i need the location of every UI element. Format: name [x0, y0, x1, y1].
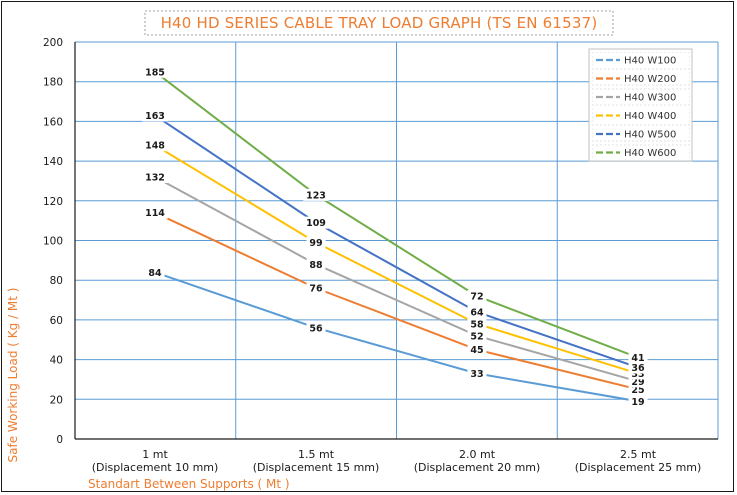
data-label-bg — [142, 206, 168, 219]
x-tick-sublabel: (Displacement 25 mm) — [575, 461, 702, 474]
legend-label: H40 W600 — [624, 148, 676, 159]
data-label: 41 — [631, 353, 644, 364]
legend-item-bg — [593, 53, 689, 66]
data-label-bg — [303, 216, 329, 229]
x-tick-label: 2.0 mt — [459, 448, 496, 461]
y-tick-label: 140 — [43, 156, 63, 168]
data-label-bg — [467, 329, 487, 342]
data-label: 45 — [470, 345, 483, 356]
chart-legend: H40 W100 H40 W200 H40 W300 H40 W400 H40 W500… — [588, 48, 693, 162]
x-tick-sublabel: (Displacement 15 mm) — [253, 461, 380, 474]
data-label: 148 — [145, 141, 165, 152]
data-label-bg — [306, 282, 326, 295]
data-label: 84 — [148, 268, 162, 279]
data-label: 99 — [309, 238, 322, 249]
y-tick-label: 180 — [43, 77, 63, 89]
data-labels: 84 56 33 19 114 76 45 25 132 88 52 29 148 99 58 33 163 10… — [142, 65, 648, 408]
data-label: 132 — [145, 172, 165, 183]
y-tick-label: 100 — [43, 236, 63, 248]
legend-label: H40 W100 — [624, 56, 676, 67]
y-tick-label: 200 — [43, 37, 63, 49]
y-tick-label: 120 — [43, 196, 63, 208]
series-line — [154, 70, 639, 359]
data-label: 185 — [145, 67, 165, 78]
data-label-bg — [306, 258, 326, 271]
y-tick-label: 20 — [50, 394, 63, 406]
legend-item-bg — [593, 71, 689, 85]
legend-label: H40 W200 — [624, 74, 676, 85]
data-label-bg — [628, 395, 648, 408]
y-axis-title: Safe Working Load ( Kg / Mt ) — [6, 288, 20, 463]
data-label-bg — [142, 65, 168, 78]
data-label: 33 — [470, 369, 483, 380]
data-label-bg — [467, 290, 487, 303]
chart-axes — [74, 42, 718, 440]
y-tick-label: 0 — [56, 434, 63, 446]
data-label: 29 — [631, 377, 644, 388]
chart-title-box — [144, 10, 614, 36]
data-label: 123 — [306, 190, 326, 201]
data-label-bg — [467, 305, 487, 318]
x-tick-sublabel: (Displacement 20 mm) — [414, 461, 541, 474]
data-label-bg — [142, 170, 168, 183]
data-label: 33 — [631, 369, 644, 380]
data-label-bg — [467, 367, 487, 380]
series-line — [154, 211, 639, 391]
data-label-bg — [303, 188, 329, 201]
data-label: 64 — [470, 307, 484, 318]
data-label: 58 — [470, 319, 484, 330]
legend-label: H40 W500 — [624, 130, 676, 141]
y-tick-label: 60 — [50, 315, 63, 327]
x-axis-title: Standart Between Supports ( Mt ) — [88, 477, 290, 491]
data-label-bg — [467, 317, 487, 330]
legend-item-bg — [593, 90, 689, 103]
y-tick-label: 80 — [50, 275, 63, 287]
data-label: 114 — [145, 208, 165, 219]
legend-label: H40 W300 — [624, 93, 676, 104]
legend-item-bg — [593, 145, 689, 159]
y-tick-label: 160 — [43, 116, 63, 128]
x-axis-ticks: 1 mt(Displacement 10 mm)1.5 mt(Displacem… — [92, 448, 702, 474]
data-label: 36 — [631, 363, 645, 374]
data-label: 109 — [306, 218, 326, 229]
data-label: 19 — [631, 397, 644, 408]
data-label-bg — [142, 139, 168, 152]
y-tick-label: 40 — [50, 355, 63, 367]
data-label-bg — [142, 109, 168, 122]
chart-title: H40 HD SERIES CABLE TRAY LOAD GRAPH (TS … — [161, 14, 598, 32]
data-label: 76 — [309, 284, 323, 295]
data-label-bg — [628, 351, 648, 364]
series-line — [154, 144, 639, 375]
x-tick-sublabel: (Displacement 10 mm) — [92, 461, 219, 474]
data-label-bg — [145, 266, 165, 279]
series-line — [154, 176, 639, 383]
data-label-bg — [628, 361, 648, 374]
y-axis-ticks: 0 20 40 60 80 100 120 140 160 180 200 — [43, 37, 63, 446]
series-line — [154, 114, 639, 369]
data-label: 25 — [631, 385, 644, 396]
data-label-bg — [306, 321, 326, 334]
series-line — [154, 271, 639, 403]
legend-item-bg — [593, 127, 689, 140]
x-tick-label: 1 mt — [142, 448, 168, 461]
legend-box — [588, 48, 693, 162]
legend-label: H40 W400 — [624, 111, 676, 122]
data-label: 163 — [145, 111, 165, 122]
data-label: 88 — [309, 260, 323, 271]
x-tick-label: 1.5 mt — [298, 448, 335, 461]
series-lines — [154, 70, 639, 403]
data-label-bg — [467, 343, 487, 356]
data-label: 56 — [309, 323, 323, 334]
data-label: 52 — [470, 331, 483, 342]
legend-item-bg — [593, 108, 689, 122]
data-label-bg — [306, 236, 326, 249]
data-label: 72 — [470, 292, 483, 303]
x-tick-label: 2.5 mt — [620, 448, 657, 461]
